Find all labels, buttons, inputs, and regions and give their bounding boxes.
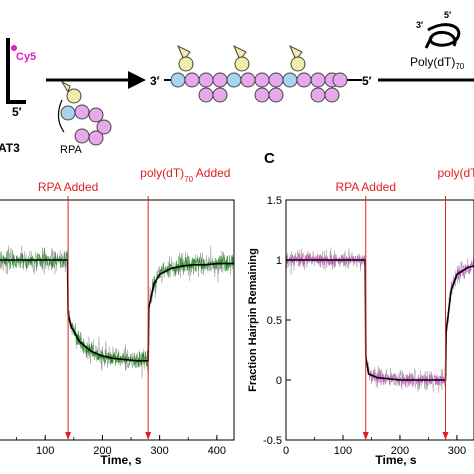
x-tick-label: 300: [150, 445, 168, 457]
schematic: Cy5 5′ AT3 RPA 3′ 5′ 3′: [0, 10, 474, 156]
addition-annotation: poly(dT)70 Added: [140, 166, 230, 184]
complex-5prime-label: 5′: [362, 74, 372, 88]
raw-trace-gray: [0, 245, 234, 378]
rpa-subunit-icon: [332, 72, 348, 88]
rpa-dna-complex-icon: [170, 44, 348, 103]
bound-rpa-unit-icon: [282, 44, 340, 103]
arrowhead-1-icon: [128, 71, 146, 89]
complex-3prime-label: 3′: [150, 74, 160, 88]
cy5-dye-icon: [11, 45, 17, 51]
y-tick-label: 1.5: [267, 195, 282, 207]
marker-arrowhead-icon: [145, 432, 152, 440]
marker-arrowhead-icon: [442, 432, 449, 440]
raw-trace-colored: [0, 247, 234, 371]
y-axis-label: Fraction Hairpin Remaining: [247, 248, 259, 392]
addition-annotation: RPA Added: [336, 180, 397, 194]
y-tick-label: 1: [276, 255, 282, 267]
hairpin-dna-icon: [6, 38, 26, 104]
cy5-label: Cy5: [16, 51, 36, 63]
x-tick-label: 0: [283, 445, 289, 457]
bound-rpa-unit-icon: [226, 44, 284, 103]
x-tick-label: 100: [36, 445, 54, 457]
coil-3prime-label: 3′: [416, 20, 423, 30]
x-tick-label: 300: [448, 445, 466, 457]
polydt-label: Poly(dT)70: [410, 55, 465, 71]
free-rpa-icon: [60, 80, 112, 146]
fit-line: [0, 259, 234, 362]
x-tick-label: 400: [208, 445, 226, 457]
coil-5prime-label: 5′: [444, 10, 451, 20]
y-tick-label: 0: [276, 375, 282, 387]
polydt-coil-icon: [424, 23, 461, 49]
x-axis-label: Time, s: [100, 453, 141, 467]
plot-frame: [0, 199, 235, 441]
y-tick-label: -0.5: [263, 435, 282, 447]
bound-rpa-unit-icon: [170, 44, 228, 103]
addition-annotation: RPA Added: [38, 180, 99, 194]
marker-arrowhead-icon: [362, 432, 369, 440]
y-tick-label: 0.5: [267, 315, 282, 327]
x-tick-label: 100: [334, 445, 352, 457]
x-tick-label: 200: [93, 445, 111, 457]
x-axis-label: Time, s: [375, 453, 416, 467]
fit-line: [286, 259, 474, 381]
at3-label: AT3: [0, 141, 20, 155]
rpa-binding-curve: [57, 99, 65, 133]
hairpin-5prime-label: 5′: [12, 105, 22, 119]
rpa-label: RPA: [60, 144, 82, 156]
marker-arrowhead-icon: [65, 432, 72, 440]
panel-label: C: [264, 150, 275, 167]
chart-panel-b: 100 200 300 400 Time, s RPA Added poly(dT)70 A…: [0, 166, 235, 467]
x-tick-label: 200: [391, 445, 409, 457]
addition-annotation: poly(dT)70 A: [438, 166, 474, 184]
